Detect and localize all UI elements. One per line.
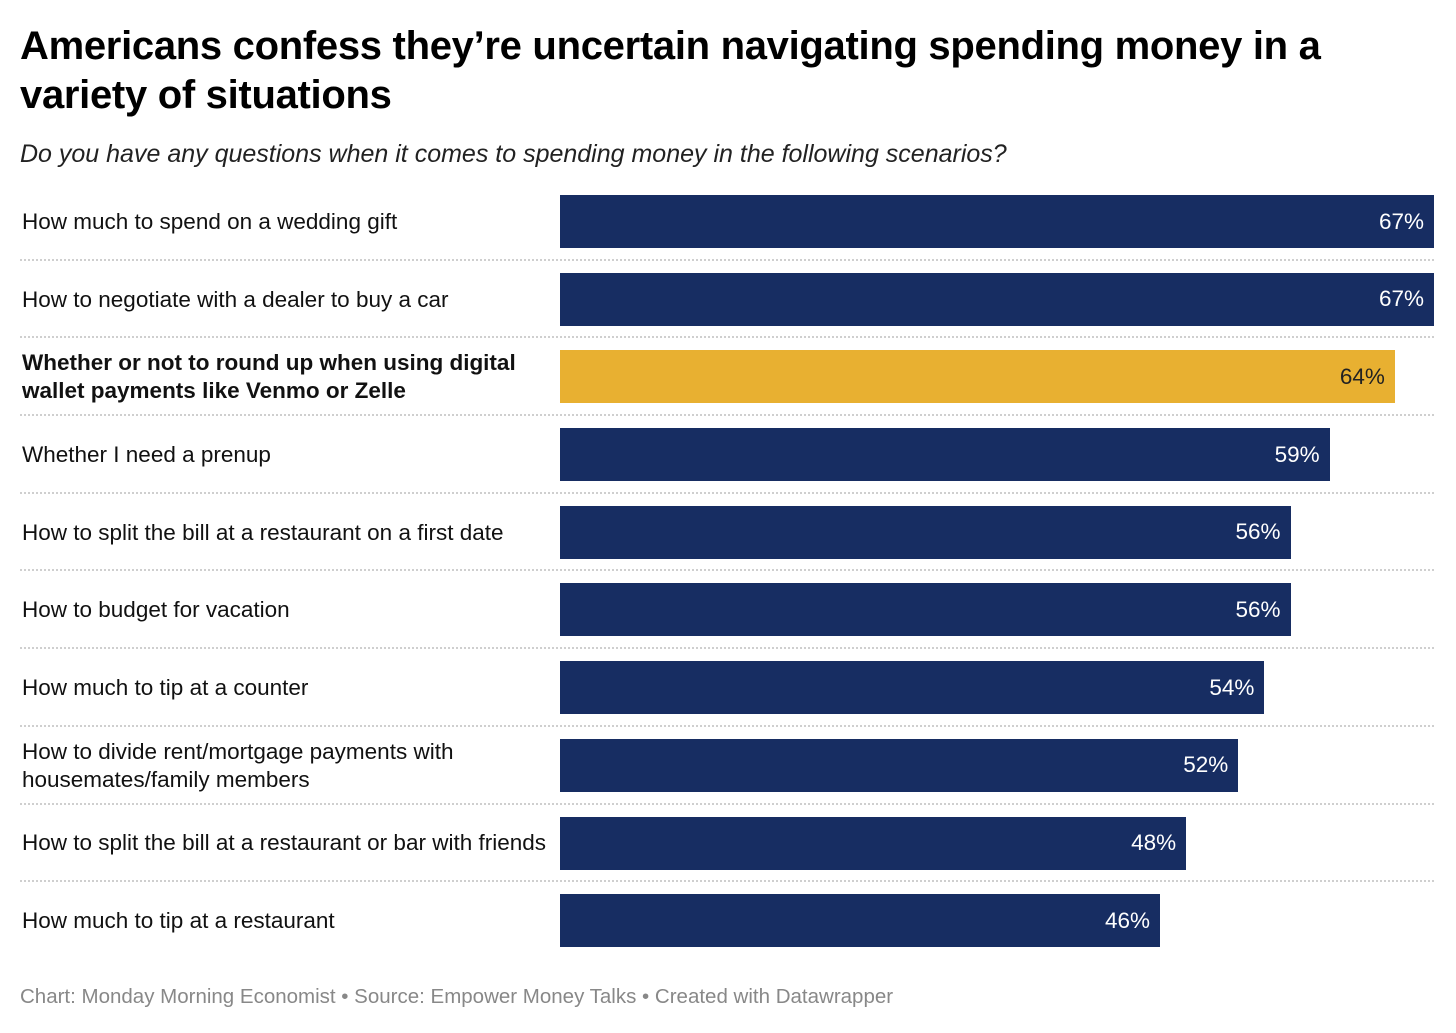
value-label: 46% [1105, 907, 1151, 933]
chart-title: Americans confess they’re uncertain navi… [20, 24, 1321, 117]
bar: 54% [560, 661, 1265, 715]
row-divider [20, 414, 1434, 417]
bar: 48% [560, 816, 1187, 870]
value-label: 54% [1209, 674, 1255, 700]
bar-row: Whether or not to round up when using di… [20, 338, 1434, 417]
row-divider [20, 336, 1434, 339]
bar: 64% [560, 350, 1395, 404]
value-label: 67% [1378, 286, 1424, 312]
category-label: How much to spend on a wedding gift [22, 208, 398, 234]
bar-chart: How much to spend on a wedding gift 67% Ho… [20, 183, 1434, 960]
value-label: 67% [1378, 208, 1424, 234]
value-label: 64% [1339, 363, 1385, 389]
row-divider [20, 647, 1434, 650]
category-label: How to negotiate with a dealer to buy a … [22, 286, 449, 312]
chart-footer: Chart: Monday Morning Economist • Source… [20, 985, 894, 1008]
category-label: How to split the bill at a restaurant on… [22, 519, 504, 545]
bar: 46% [560, 894, 1161, 948]
row-divider [20, 802, 1434, 805]
category-label: How much to tip at a counter [22, 674, 309, 700]
bar: 59% [560, 428, 1330, 482]
category-label: How to split the bill at a restaurant or… [22, 830, 546, 856]
category-label: How to divide rent/mortgage payments wit… [22, 738, 454, 792]
bar-row: How to split the bill at a restaurant on… [20, 494, 1434, 572]
bar-row: How much to tip at a restaurant 46% [20, 882, 1434, 960]
bar-row: How to split the bill at a restaurant or… [20, 805, 1434, 883]
bar: 67% [560, 195, 1434, 248]
chart-subtitle: Do you have any questions when it comes … [20, 140, 1007, 168]
value-label: 59% [1274, 441, 1320, 467]
category-label: Whether I need a prenup [22, 441, 271, 467]
category-label: How much to tip at a restaurant [22, 908, 335, 934]
bar-row: How to divide rent/mortgage payments wit… [20, 727, 1434, 805]
category-label: How to budget for vacation [22, 597, 290, 623]
bar-row: How much to tip at a counter 54% [20, 649, 1434, 727]
bar: 52% [560, 738, 1239, 792]
row-divider [20, 724, 1434, 727]
category-label: Whether or not to round up when using di… [22, 350, 516, 404]
bar: 67% [560, 272, 1434, 326]
row-divider [20, 491, 1434, 494]
bar-row: How to negotiate with a dealer to buy a … [20, 261, 1434, 339]
bar-row: How to budget for vacation 56% [20, 571, 1434, 650]
value-label: 48% [1131, 830, 1177, 855]
value-label: 52% [1183, 752, 1229, 778]
row-divider [20, 258, 1434, 261]
bar: 56% [560, 505, 1291, 559]
row-divider [20, 880, 1434, 883]
value-label: 56% [1235, 519, 1281, 545]
bar-row: How much to spend on a wedding gift 67% [20, 183, 1434, 261]
value-label: 56% [1235, 596, 1281, 622]
bar: 56% [560, 583, 1291, 637]
row-divider [20, 569, 1434, 572]
bar-row: Whether I need a prenup 59% [20, 416, 1434, 494]
